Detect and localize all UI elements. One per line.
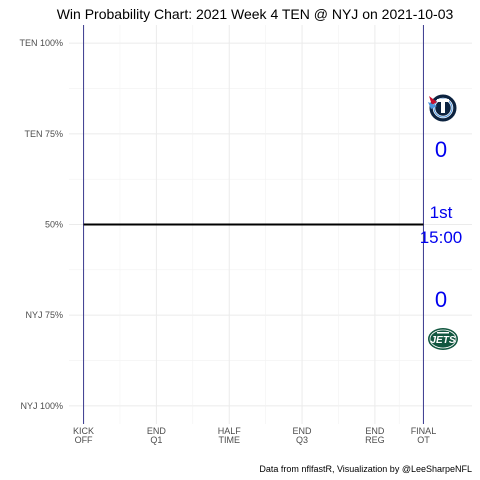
x-tick-label: KICK OFF: [73, 426, 94, 445]
y-tick-label: NYJ 100%: [20, 401, 63, 411]
y-axis: TEN 100% TEN 75% 50% NYJ 75% NYJ 100%: [19, 38, 63, 411]
x-tick-label: END Q3: [293, 426, 313, 445]
game-time: 15:00: [420, 228, 463, 247]
chart-caption: Data from nflfastR, Visualization by @Le…: [259, 464, 472, 474]
game-quarter: 1st: [430, 203, 453, 222]
x-tick-label: FINAL OT: [411, 426, 437, 445]
svg-text:JETS: JETS: [430, 335, 455, 346]
titans-logo: [428, 93, 458, 123]
y-tick-label: TEN 100%: [19, 38, 63, 48]
away-score: 0: [435, 287, 447, 312]
y-tick-label: NYJ 75%: [25, 310, 63, 320]
y-tick-label: TEN 75%: [24, 129, 63, 139]
jets-logo: JETS: [428, 328, 458, 350]
x-tick-label: END REG: [365, 426, 385, 445]
x-axis: KICK OFF END Q1 HALF TIME END Q3 END REG FINAL OT: [73, 426, 436, 445]
home-score: 0: [435, 137, 447, 162]
x-tick-label: HALF TIME: [218, 426, 242, 445]
x-tick-label: END Q1: [147, 426, 167, 445]
y-tick-label: 50%: [45, 220, 63, 230]
chart-title: Win Probability Chart: 2021 Week 4 TEN @…: [57, 6, 454, 22]
